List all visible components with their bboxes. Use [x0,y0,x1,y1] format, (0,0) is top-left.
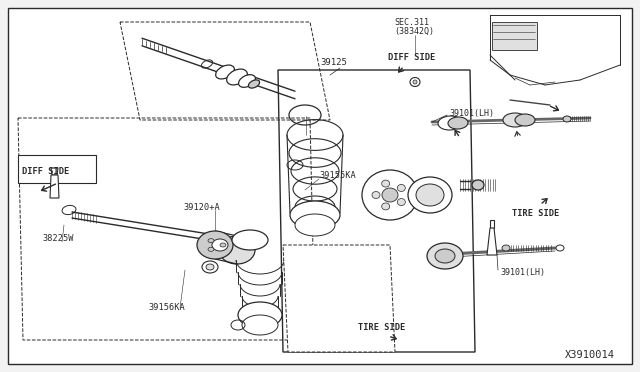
Ellipse shape [216,65,234,79]
Text: TIRE SIDE: TIRE SIDE [358,324,405,333]
Ellipse shape [362,170,418,220]
Polygon shape [490,220,494,228]
Ellipse shape [202,261,218,273]
Bar [18,155,96,183]
Ellipse shape [502,245,510,251]
Ellipse shape [427,243,463,269]
Ellipse shape [219,236,255,264]
Ellipse shape [435,249,455,263]
Ellipse shape [248,80,260,88]
Ellipse shape [413,80,417,84]
Text: 39155KA: 39155KA [319,170,356,180]
Ellipse shape [212,239,228,251]
Text: 39125: 39125 [320,58,347,67]
Text: DIFF SIDE: DIFF SIDE [22,167,69,176]
Text: 39101(LH): 39101(LH) [500,267,545,276]
Ellipse shape [503,113,527,127]
Polygon shape [51,168,58,175]
Text: DIFF SIDE: DIFF SIDE [388,52,435,61]
Text: TIRE SIDE: TIRE SIDE [512,208,559,218]
Ellipse shape [382,188,398,202]
Ellipse shape [197,231,233,259]
Ellipse shape [438,116,462,130]
Ellipse shape [381,180,390,187]
Ellipse shape [472,180,484,190]
Ellipse shape [556,245,564,251]
Ellipse shape [242,315,278,335]
Ellipse shape [239,75,255,87]
Polygon shape [50,175,59,198]
Polygon shape [283,245,395,352]
Text: 38225W: 38225W [42,234,74,243]
Ellipse shape [408,177,452,213]
Ellipse shape [448,117,468,129]
Text: (38342Q): (38342Q) [394,26,434,35]
Text: SEC.311: SEC.311 [394,17,429,26]
Ellipse shape [208,247,214,251]
Ellipse shape [397,185,405,192]
Ellipse shape [220,243,226,247]
Ellipse shape [397,199,405,206]
Ellipse shape [206,264,214,270]
Ellipse shape [232,230,268,250]
Polygon shape [278,70,475,352]
Ellipse shape [208,239,214,243]
Ellipse shape [372,192,380,199]
Ellipse shape [295,214,335,236]
Ellipse shape [238,302,282,328]
Text: 39101(LH): 39101(LH) [449,109,494,118]
Bar [492,22,537,50]
Text: 39156KA: 39156KA [148,304,185,312]
Text: 39120+A: 39120+A [183,202,220,212]
Ellipse shape [416,184,444,206]
Ellipse shape [227,69,247,85]
Ellipse shape [515,114,535,126]
Ellipse shape [563,116,571,122]
Ellipse shape [381,203,390,210]
Polygon shape [487,228,497,255]
Text: X3910014: X3910014 [565,350,615,360]
Ellipse shape [290,201,340,229]
